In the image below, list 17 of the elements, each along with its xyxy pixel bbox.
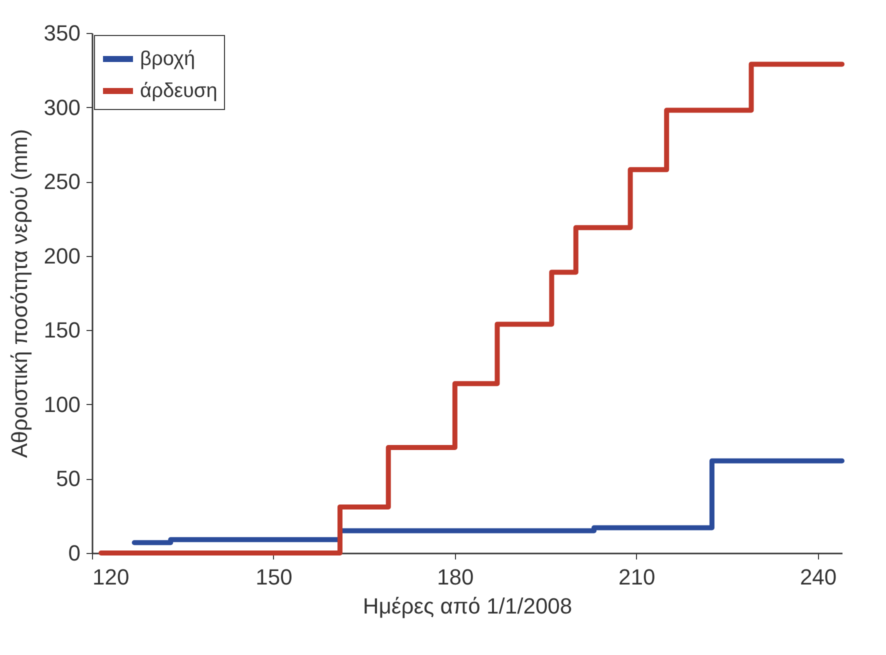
x-axis-title: Ημέρες από 1/1/2008 [362,594,572,618]
legend-label: βροχή [140,48,196,70]
x-tick-label: 120 [92,564,130,590]
y-tick-label: 250 [44,169,80,194]
x-tick-label: 240 [800,564,837,590]
y-tick-label: 100 [44,392,80,417]
legend-label: άρδευση [140,80,218,102]
y-tick-label: 300 [44,94,80,120]
x-tick-label: 180 [437,564,474,590]
x-tick-label: 210 [618,564,656,590]
y-tick-label: 50 [56,466,80,492]
y-axis-title: Αθροιστική ποσότητα νερού (mm) [6,129,32,458]
y-tick-label: 350 [44,20,80,46]
y-tick-label: 150 [44,318,80,343]
y-tick-label: 0 [68,540,80,566]
y-tick-label: 200 [44,243,80,268]
x-tick-label: 150 [256,564,292,590]
